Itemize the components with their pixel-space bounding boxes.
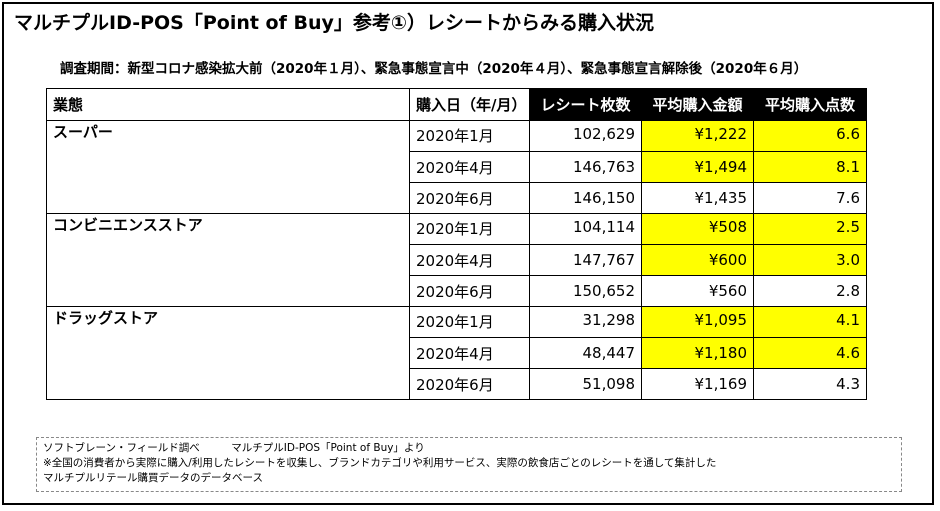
avg-items-cell: 4.3 — [753, 368, 867, 400]
avg-amount-cell: ¥1,095 — [641, 306, 754, 338]
source-note: ソフトブレーン・フィールド調べ マルチプルID-POS「Point of Buy… — [36, 437, 902, 492]
header-date: 購入日（年/月） — [409, 88, 530, 121]
date-cell: 2020年6月 — [409, 182, 530, 214]
avg-amount-cell: ¥508 — [641, 213, 754, 245]
avg-amount-cell: ¥1,180 — [641, 337, 754, 369]
receipts-cell: 146,763 — [529, 151, 642, 183]
table-row: ドラッグストア 2020年1月 31,298 ¥1,095 4.1 — [46, 306, 867, 400]
header-avg-amount: 平均購入金額 — [641, 88, 754, 121]
avg-amount-cell: ¥1,494 — [641, 151, 754, 183]
date-cell: 2020年1月 — [409, 213, 530, 245]
avg-items-cell: 8.1 — [753, 151, 867, 183]
table-row: 2020年6月 146,150 ¥1,435 7.6 — [47, 182, 867, 214]
avg-items-cell: 4.6 — [753, 337, 867, 369]
receipts-cell: 146,150 — [529, 182, 642, 214]
table-row: 2020年4月 147,767 ¥600 3.0 — [47, 244, 867, 276]
avg-items-cell: 7.6 — [753, 182, 867, 214]
avg-amount-cell: ¥1,169 — [641, 368, 754, 400]
avg-amount-cell: ¥1,222 — [641, 120, 754, 152]
receipts-cell: 150,652 — [529, 275, 642, 307]
date-cell: 2020年1月 — [409, 306, 530, 338]
avg-amount-cell: ¥560 — [641, 275, 754, 307]
date-cell: 2020年6月 — [409, 275, 530, 307]
avg-amount-cell: ¥600 — [641, 244, 754, 276]
avg-amount-cell: ¥1,435 — [641, 182, 754, 214]
date-cell: 2020年1月 — [409, 120, 530, 152]
page-frame — [2, 2, 934, 505]
source-line-1: ソフトブレーン・フィールド調べ マルチプルID-POS「Point of Buy… — [43, 442, 425, 454]
source-line-3: マルチプルリテール購買データのデータベース — [43, 472, 263, 484]
receipts-cell: 51,098 — [529, 368, 642, 400]
header-avg-items: 平均購入点数 — [753, 88, 867, 121]
avg-items-cell: 3.0 — [753, 244, 867, 276]
table-body: スーパー 2020年1月 102,629 ¥1,222 6.6 2020年4月 146,76… — [46, 120, 867, 400]
header-category: 業態 — [46, 88, 410, 121]
avg-items-cell: 2.5 — [753, 213, 867, 245]
avg-items-cell: 6.6 — [753, 120, 867, 152]
header-receipts: レシート枚数 — [529, 88, 642, 121]
receipt-table: 業態 購入日（年/月） レシート枚数 平均購入金額 平均購入点数 スーパー 202… — [46, 88, 867, 400]
table-header-row: 業態 購入日（年/月） レシート枚数 平均購入金額 平均購入点数 — [46, 88, 867, 121]
avg-items-cell: 4.1 — [753, 306, 867, 338]
table-row: 2020年4月 146,763 ¥1,494 8.1 — [47, 151, 867, 183]
category-cell: ドラッグストア — [46, 306, 410, 400]
receipts-cell: 48,447 — [529, 337, 642, 369]
date-cell: 2020年4月 — [409, 151, 530, 183]
date-cell: 2020年4月 — [409, 244, 530, 276]
source-line-2: ※全国の消費者から実際に購入/利用したレシートを収集し、ブランドカテゴリや利用サ… — [43, 457, 717, 469]
table-row: 2020年6月 150,652 ¥560 2.8 — [47, 275, 867, 307]
date-cell: 2020年6月 — [409, 368, 530, 400]
receipts-cell: 31,298 — [529, 306, 642, 338]
table-row: スーパー 2020年1月 102,629 ¥1,222 6.6 — [46, 120, 867, 214]
page-title: マルチプルID-POS「Point of Buy」参考①）レシートからみる購入状… — [14, 12, 654, 34]
table-row: 2020年4月 48,447 ¥1,180 4.6 — [47, 337, 867, 369]
survey-period: 調査期間：新型コロナ感染拡大前（2020年１月）、緊急事態宣言中（2020年４月… — [60, 61, 808, 77]
receipts-cell: 147,767 — [529, 244, 642, 276]
receipts-cell: 102,629 — [529, 120, 642, 152]
avg-items-cell: 2.8 — [753, 275, 867, 307]
table-row: 2020年6月 51,098 ¥1,169 4.3 — [47, 368, 867, 400]
category-cell: スーパー — [46, 120, 410, 214]
category-cell: コンビニエンスストア — [46, 213, 410, 307]
table-row: コンビニエンスストア 2020年1月 104,114 ¥508 2.5 — [46, 213, 867, 307]
receipts-cell: 104,114 — [529, 213, 642, 245]
date-cell: 2020年4月 — [409, 337, 530, 369]
